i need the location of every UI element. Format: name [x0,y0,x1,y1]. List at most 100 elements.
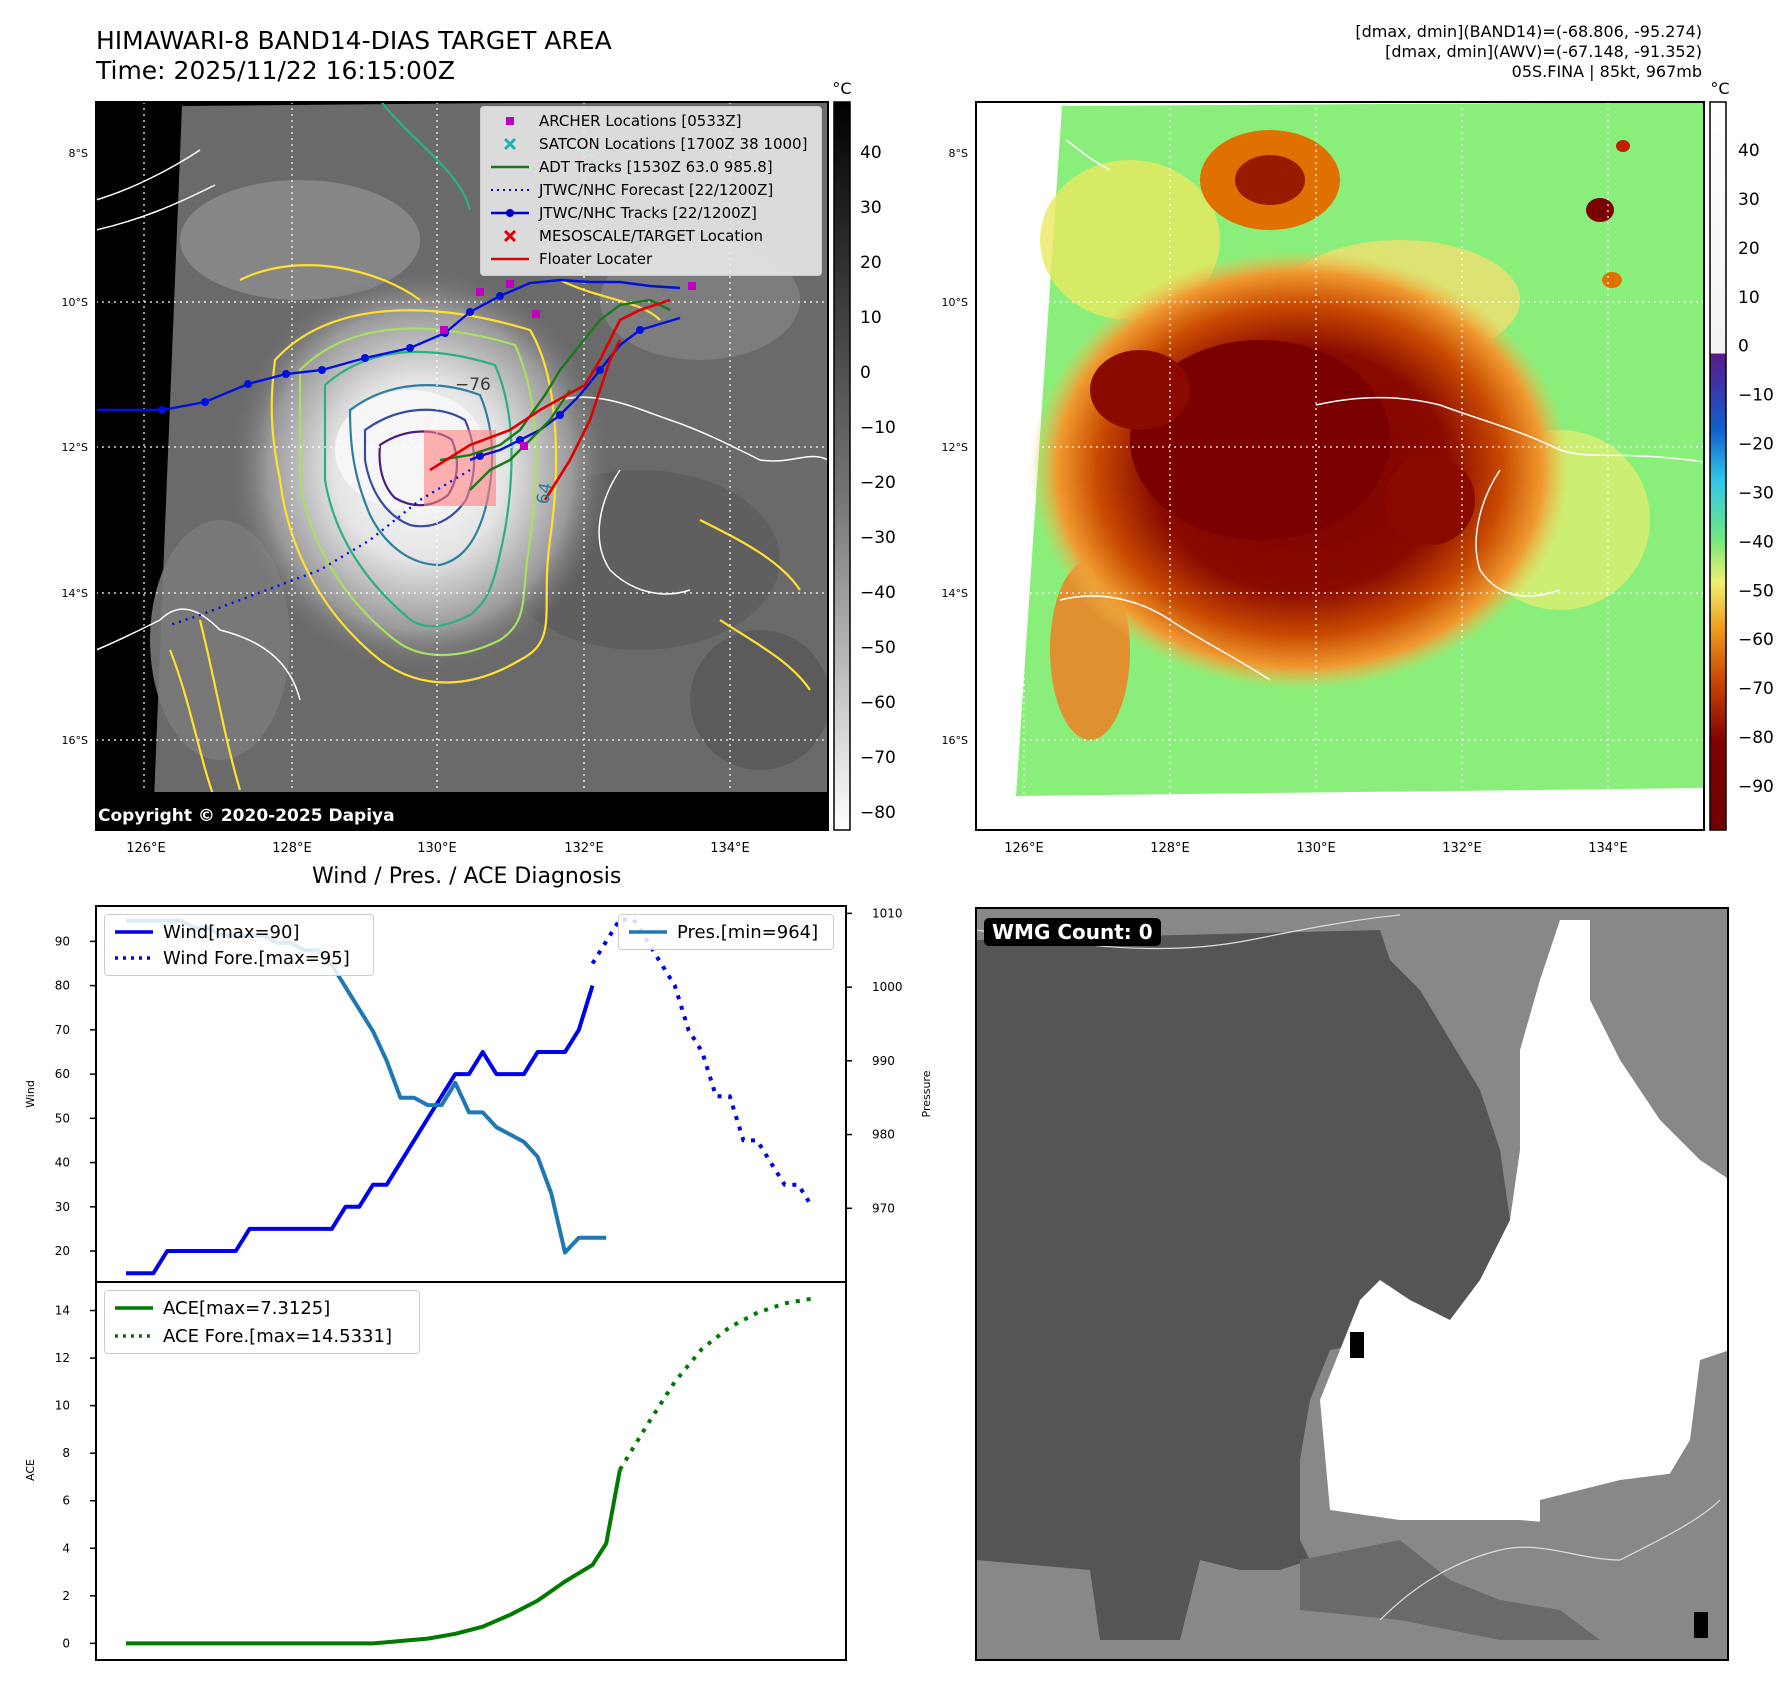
wv-colorbar-tick: −10 [1738,386,1774,406]
wv-map-panel [976,102,1704,830]
map-legend-item: MESOSCALE/TARGET Location [489,226,763,246]
wv-colorbar-tick: −90 [1738,777,1774,797]
ir-map-frame [95,101,829,831]
pres-ytick: 980 [872,1128,895,1142]
wv-colorbar-tick: −60 [1738,630,1774,650]
ir-colorbar-unit: °C [832,79,851,98]
wind-legend: Wind[max=90] Wind Fore.[max=95] [104,914,374,976]
ir-lon-tick: 126°E [126,841,166,856]
legend-pres-label: Pres.[min=964] [677,921,819,943]
wmg-black-cell [1694,1612,1708,1638]
wv-lon-tick: 126°E [1004,841,1044,856]
ir-colorbar-tick: 20 [860,253,882,273]
wv-lon-tick: 132°E [1442,841,1482,856]
ir-colorbar-tick: 0 [860,363,871,383]
map-legend-label: ARCHER Locations [0533Z] [539,112,742,130]
legend-pres: Pres.[min=964] [627,919,818,945]
ir-colorbar-tick: 10 [860,308,882,328]
wv-colorbar-tick: −80 [1738,728,1774,748]
ir-colorbar-tick: −70 [860,748,896,768]
pres-ytick: 1000 [872,980,903,994]
wmg-black-cell [1350,1332,1364,1358]
map-legend: ARCHER Locations [0533Z] SATCON Locations… [480,106,822,276]
map-legend-label: SATCON Locations [1700Z 38 1000] [539,135,808,153]
wmg-frame [975,907,1729,1661]
wind-ytick: 50 [55,1111,70,1125]
pres-ylabel: Pressure [920,1070,933,1117]
ace-ytick: 8 [62,1446,70,1460]
wv-lon-ticks: 126°E 128°E 130°E 132°E 134°E [1004,841,1628,856]
contour-label-2: 64 [533,481,556,506]
wv-lon-tick: 128°E [1150,841,1190,856]
map-legend-label: Floater Locater [539,250,653,268]
map-legend-item: JTWC/NHC Forecast [22/1200Z] [489,180,773,200]
pres-legend: Pres.[min=964] [618,914,834,950]
map-legend-item: ADT Tracks [1530Z 63.0 985.8] [489,157,773,177]
wv-cold-core [1130,340,1390,540]
wind-ytick: 60 [55,1067,70,1081]
ir-lat-ticks: 8°S 10°S 12°S 14°S 16°S [62,147,88,747]
coastlines-ir [96,149,828,701]
ace-legend: ACE[max=7.3125] ACE Fore.[max=14.5331] [104,1290,420,1354]
wv-colorbar-tick: 10 [1738,288,1760,308]
wmg-count-label: WMG Count: 0 [984,918,1161,946]
wv-colorbar-tick: −70 [1738,679,1774,699]
pres-ytick: 970 [872,1201,895,1215]
wv-colorbar-tick: 0 [1738,337,1749,357]
wind-ytick: 90 [55,934,70,948]
map-legend-label: JTWC/NHC Tracks [22/1200Z] [539,204,757,222]
target-box [424,430,496,506]
ace-ytick: 0 [62,1636,70,1650]
wv-lat-ticks: 8°S 10°S 12°S 14°S 16°S [942,147,968,747]
map-legend-item: ARCHER Locations [0533Z] [489,111,742,131]
wv-lat-tick: 8°S [949,147,968,160]
series-ace-max [126,1469,622,1646]
ace-ylabel: ACE [24,1459,37,1481]
legend-wind-label: Wind[max=90] [163,921,300,943]
wv-lat-tick: 10°S [942,296,968,309]
ir-lon-tick: 130°E [417,841,457,856]
wv-lat-tick: 14°S [942,587,968,600]
ir-lat-tick: 14°S [62,587,88,600]
title-line-1: HIMAWARI-8 BAND14-DIAS TARGET AREA [96,26,612,55]
ir-lat-tick: 16°S [62,734,88,747]
wind-ylabel: Wind [24,1080,37,1108]
wind-ytick: 20 [55,1244,70,1258]
wv-colorbar-unit: °C [1710,79,1729,98]
ir-colorbar-tick: −60 [860,693,896,713]
wv-colorbar-tick: 20 [1738,239,1760,259]
ace-ytick: 2 [62,1589,70,1603]
map-legend-label: MESOSCALE/TARGET Location [539,227,764,245]
map-legend-item: Floater Locater [489,249,652,269]
jtwc-forecast [169,468,471,627]
pres-ytick: 1010 [872,906,903,920]
wv-lat-tick: 12°S [942,441,968,454]
archer-markers [440,280,696,450]
wv-lat-tick: 16°S [942,734,968,747]
wv-map-frame [975,101,1705,831]
ir-colorbar-tick: −40 [860,583,896,603]
ir-colorbar-tick: −20 [860,473,896,493]
ir-colorbar-tick: −10 [860,418,896,438]
legend-ace: ACE[max=7.3125] [113,1295,330,1321]
ir-colorbar-tick: 40 [860,143,882,163]
ace-ytick: 10 [55,1399,70,1413]
wv-colorbar-tick: 30 [1738,190,1760,210]
wv-lon-tick: 130°E [1296,841,1336,856]
map-legend-item: SATCON Locations [1700Z 38 1000] [489,134,807,154]
ir-bottom-strip [96,792,828,830]
series-wind-max [126,985,595,1276]
ir-lat-tick: 12°S [62,441,88,454]
copyright: Copyright © 2020-2025 Dapiya [98,806,395,826]
ir-colorbar-tick: −30 [860,528,896,548]
contour-label-1: −76 [455,375,491,395]
ir-lat-tick: 10°S [62,296,88,309]
info-line-3: 05S.FINA | 85kt, 967mb [1511,62,1702,81]
wmg-white-region [1320,920,1728,1525]
wmg-dark-region [976,930,1510,1640]
wmg-panel [976,908,1728,1660]
main-title: HIMAWARI-8 BAND14-DIAS TARGET AREA Time:… [96,26,612,86]
wv-colorbar-tick: −20 [1738,435,1774,455]
wv-colorbar: °C 40 30 20 10 0 −10 −20 −30 −40 −50 −60 −70 −80 −90 [1709,79,1774,831]
